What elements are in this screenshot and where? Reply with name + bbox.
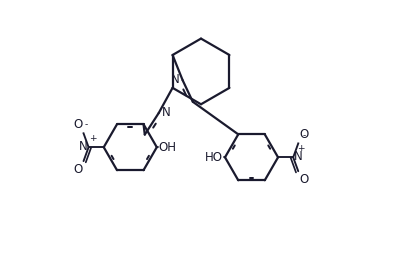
Text: O: O	[298, 173, 308, 186]
Text: OH: OH	[158, 141, 176, 154]
Text: +: +	[296, 144, 304, 153]
Text: -: -	[85, 121, 88, 130]
Text: +: +	[89, 134, 97, 143]
Text: O: O	[73, 163, 83, 176]
Text: O: O	[298, 129, 308, 141]
Text: O: O	[73, 118, 83, 131]
Text: HO: HO	[205, 151, 223, 164]
Text: N: N	[293, 150, 302, 163]
Text: N: N	[170, 73, 179, 86]
Text: N: N	[79, 140, 87, 153]
Text: -: -	[302, 131, 305, 140]
Text: N: N	[161, 106, 170, 119]
